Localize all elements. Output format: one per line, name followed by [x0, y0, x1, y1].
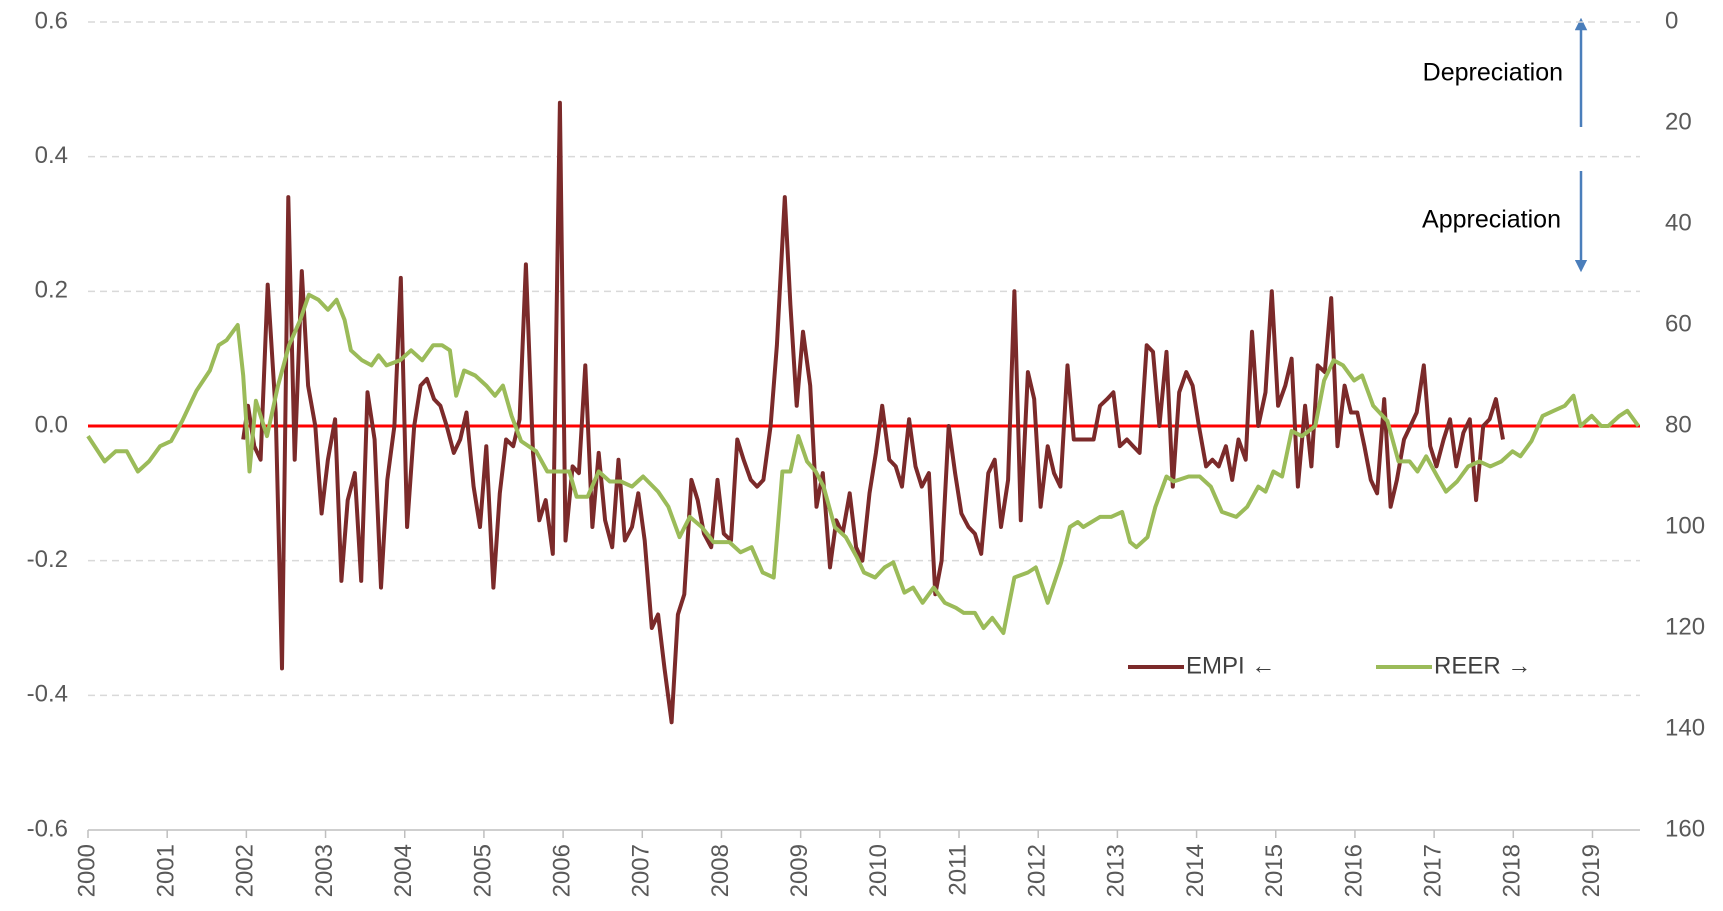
y-tick-label: 0.6 [35, 7, 68, 34]
annotation: Depreciation [1423, 59, 1563, 87]
y2-tick-label: 40 [1665, 209, 1692, 236]
x-tick-label: 2003 [311, 844, 338, 897]
x-tick-label: 2012 [1024, 844, 1051, 897]
x-tick-label: 2016 [1340, 844, 1367, 897]
y2-tick-label: 20 [1665, 108, 1692, 135]
x-tick-label: 2009 [786, 844, 813, 897]
y2-tick-label: 120 [1665, 613, 1705, 640]
y2-tick-label: 80 [1665, 411, 1692, 438]
x-tick-label: 2019 [1578, 844, 1605, 897]
y2-tick-label: 140 [1665, 714, 1705, 741]
y2-tick-label: 0 [1665, 7, 1678, 34]
x-tick-label: 2010 [865, 844, 892, 897]
x-tick-label: 2004 [390, 844, 417, 897]
x-tick-label: 2007 [628, 844, 655, 897]
x-tick-label: 2008 [707, 844, 734, 897]
legend-label: EMPI ← [1186, 652, 1275, 679]
y2-tick-label: 160 [1665, 815, 1705, 842]
y-tick-label: -0.2 [27, 546, 68, 573]
annotation: Appreciation [1422, 206, 1561, 234]
x-tick-label: 2014 [1182, 844, 1209, 897]
y-tick-label: 0.0 [35, 411, 68, 438]
x-tick-label: 2015 [1261, 844, 1288, 897]
series-line [241, 100, 1505, 725]
series-line [86, 292, 1641, 635]
y2-tick-label: 60 [1665, 310, 1692, 337]
x-tick-label: 2013 [1103, 844, 1130, 897]
y-tick-label: -0.6 [27, 815, 68, 842]
y-tick-label: 0.2 [35, 277, 68, 304]
legend-label: REER → [1434, 652, 1531, 679]
x-tick-label: 2006 [548, 844, 575, 897]
y2-tick-label: 100 [1665, 512, 1705, 539]
x-tick-label: 2001 [153, 844, 180, 897]
x-tick-label: 2005 [469, 844, 496, 897]
x-tick-label: 2017 [1419, 844, 1446, 897]
y-tick-label: 0.4 [35, 142, 68, 169]
x-tick-label: 2000 [73, 844, 100, 897]
x-tick-label: 2002 [232, 844, 259, 897]
x-tick-label: 2011 [944, 844, 971, 896]
x-tick-label: 2018 [1499, 844, 1526, 897]
y-tick-label: -0.4 [27, 681, 68, 708]
